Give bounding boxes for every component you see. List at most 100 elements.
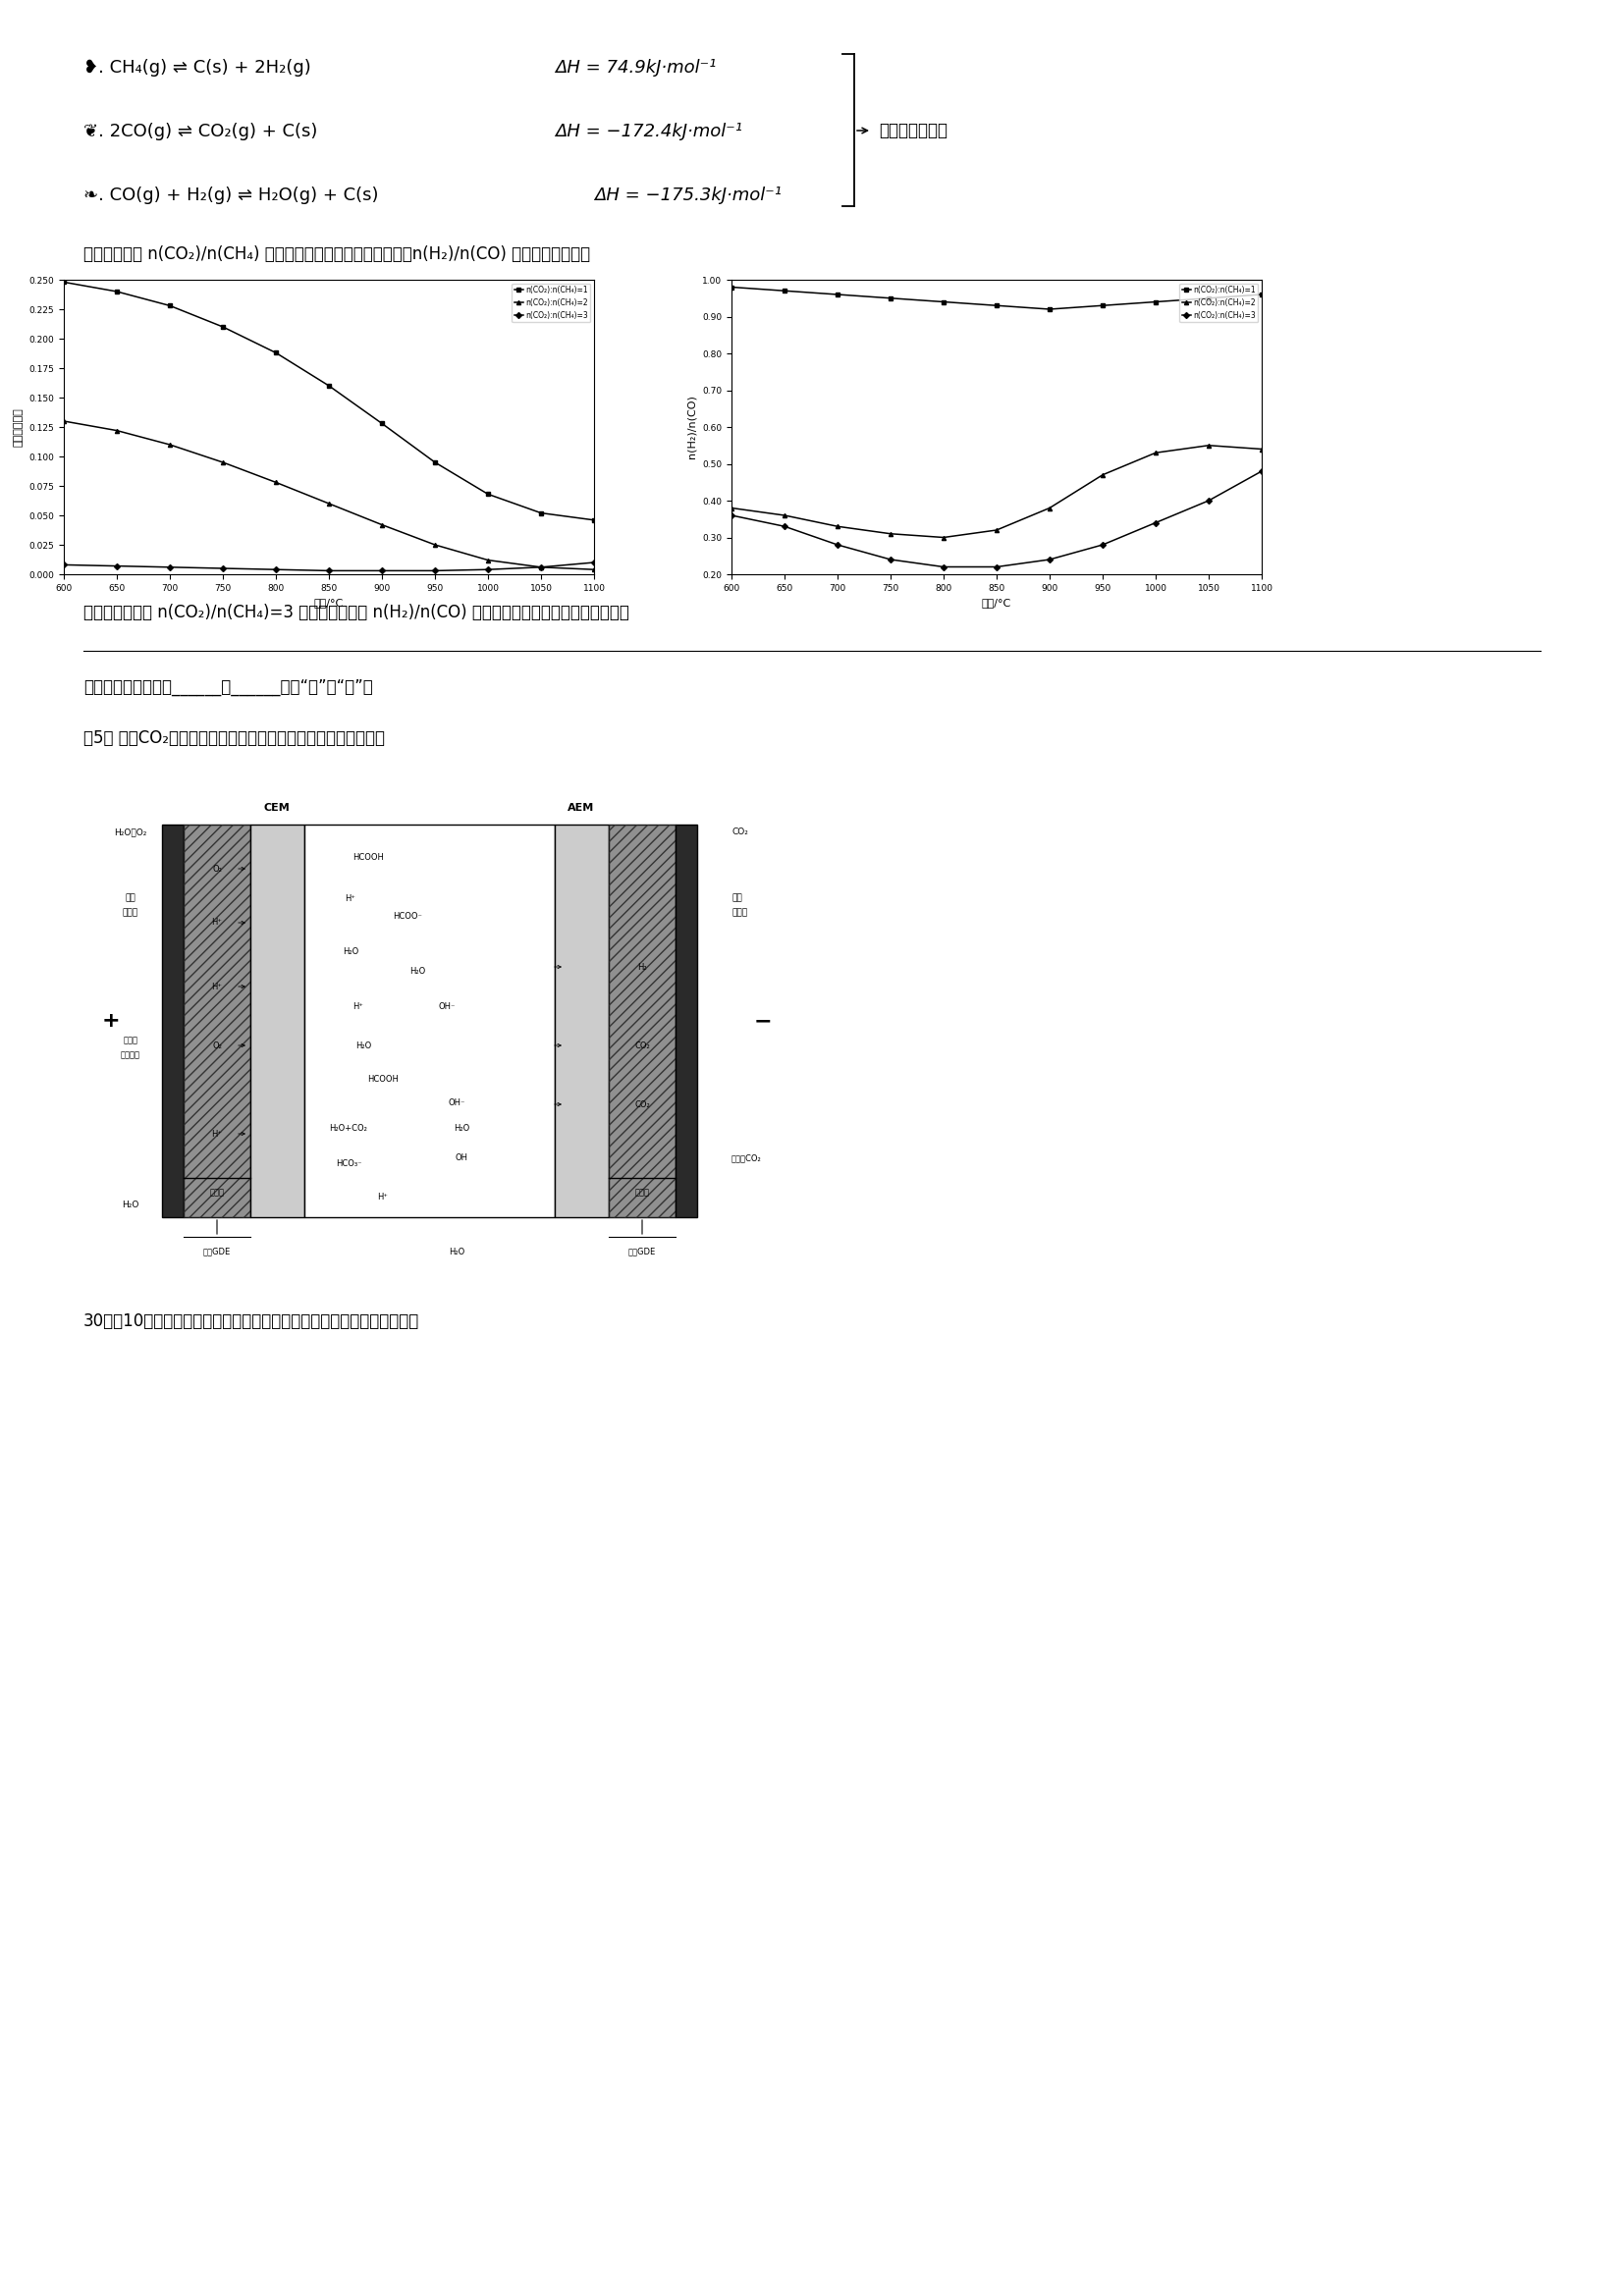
- Text: ❧. CO(g) + H₂(g) ⇌ H₂O(g) + C(s): ❧. CO(g) + H₂(g) ⇌ H₂O(g) + C(s): [83, 186, 378, 204]
- Text: 阳极: 阳极: [125, 893, 136, 902]
- Line: n(CO₂):n(CH₄)=1: n(CO₂):n(CH₄)=1: [729, 285, 1263, 312]
- Bar: [162, 824, 184, 1217]
- n(CO₂):n(CH₄)=2: [987, 517, 1007, 544]
- X-axis label: 温度/°C: 温度/°C: [313, 597, 344, 608]
- Text: 积炳和消炳反应: 积炳和消炳反应: [879, 122, 947, 140]
- n(CO₂):n(CH₄)=2: [828, 512, 848, 540]
- n(CO₂):n(CH₄)=1: [1199, 285, 1218, 312]
- Text: 交换介质: 交换介质: [120, 1052, 140, 1061]
- Bar: [184, 824, 250, 1217]
- Bar: [609, 824, 676, 1217]
- n(CO₂):n(CH₄)=3: [425, 558, 445, 585]
- Line: n(CO₂):n(CH₄)=3: n(CO₂):n(CH₄)=3: [62, 560, 596, 572]
- Bar: [609, 824, 676, 1217]
- n(CO₂):n(CH₄)=3: [107, 553, 127, 581]
- n(CO₂):n(CH₄)=1: [1039, 296, 1059, 324]
- Text: H₂O: H₂O: [122, 1201, 140, 1210]
- n(CO₂):n(CH₄)=1: [107, 278, 127, 305]
- n(CO₂):n(CH₄)=2: [477, 546, 497, 574]
- n(CO₂):n(CH₄)=2: [1199, 432, 1218, 459]
- Bar: [250, 824, 304, 1217]
- Text: OH: OH: [455, 1155, 468, 1162]
- Text: H₂: H₂: [637, 962, 646, 971]
- Text: （5） 一秎CO₂电还原装置如图所示：请写出阴极的电极反应式：: （5） 一秎CO₂电还原装置如图所示：请写出阴极的电极反应式：: [83, 730, 385, 746]
- Text: H⁺: H⁺: [211, 918, 222, 928]
- n(CO₂):n(CH₄)=3: [320, 558, 339, 585]
- n(CO₂):n(CH₄)=2: [1252, 436, 1272, 464]
- n(CO₂):n(CH₄)=2: [372, 512, 391, 540]
- n(CO₂):n(CH₄)=1: [477, 480, 497, 507]
- n(CO₂):n(CH₄)=1: [1147, 287, 1166, 315]
- n(CO₂):n(CH₄)=1: [531, 498, 551, 526]
- n(CO₂):n(CH₄)=2: [161, 432, 180, 459]
- n(CO₂):n(CH₄)=3: [266, 556, 286, 583]
- n(CO₂):n(CH₄)=1: [775, 278, 794, 305]
- n(CO₂):n(CH₄)=3: [828, 530, 848, 558]
- Text: OH⁻: OH⁻: [448, 1097, 464, 1107]
- Text: 如化层: 如化层: [209, 1189, 224, 1196]
- Text: ΔH = 74.9kJ·mol⁻¹: ΔH = 74.9kJ·mol⁻¹: [555, 60, 716, 76]
- n(CO₂):n(CH₄)=1: [1252, 280, 1272, 308]
- Text: CEM: CEM: [263, 804, 291, 813]
- Line: n(CO₂):n(CH₄)=2: n(CO₂):n(CH₄)=2: [62, 420, 596, 572]
- n(CO₂):n(CH₄)=1: [934, 287, 953, 315]
- n(CO₂):n(CH₄)=2: [880, 519, 900, 546]
- Bar: [184, 824, 250, 1217]
- n(CO₂):n(CH₄)=3: [585, 549, 604, 576]
- Text: H₂O: H₂O: [448, 1247, 464, 1256]
- Text: H⁺: H⁺: [346, 893, 356, 902]
- Text: 30．（10分）一种利用废铜屑制硫酸铜晶体的实验流程及主要装置如下：: 30．（10分）一种利用废铜屑制硫酸铜晶体的实验流程及主要装置如下：: [83, 1313, 419, 1329]
- n(CO₂):n(CH₄)=1: [721, 273, 741, 301]
- Line: n(CO₂):n(CH₄)=3: n(CO₂):n(CH₄)=3: [729, 468, 1263, 569]
- n(CO₂):n(CH₄)=3: [721, 501, 741, 528]
- n(CO₂):n(CH₄)=1: [880, 285, 900, 312]
- Text: ❥. CH₄(g) ⇌ C(s) + 2H₂(g): ❥. CH₄(g) ⇌ C(s) + 2H₂(g): [83, 60, 312, 76]
- n(CO₂):n(CH₄)=3: [775, 512, 794, 540]
- n(CO₂):n(CH₄)=3: [934, 553, 953, 581]
- Text: 石墨板: 石墨板: [123, 909, 138, 918]
- n(CO₂):n(CH₄)=2: [775, 501, 794, 528]
- Text: +: +: [102, 1010, 120, 1031]
- Text: 如化层: 如化层: [635, 1189, 650, 1196]
- Text: HCOO⁻: HCOO⁻: [393, 912, 422, 921]
- Text: −: −: [754, 1010, 771, 1031]
- Line: n(CO₂):n(CH₄)=2: n(CO₂):n(CH₄)=2: [729, 443, 1263, 540]
- n(CO₂):n(CH₄)=1: [372, 409, 391, 436]
- Text: H₂O: H₂O: [343, 948, 359, 957]
- n(CO₂):n(CH₄)=1: [425, 448, 445, 475]
- Text: H₂O和O₂: H₂O和O₂: [114, 829, 148, 836]
- Legend: n(CO₂):n(CH₄)=1, n(CO₂):n(CH₄)=2, n(CO₂):n(CH₄)=3: n(CO₂):n(CH₄)=1, n(CO₂):n(CH₄)=2, n(CO₂)…: [512, 282, 590, 321]
- Line: n(CO₂):n(CH₄)=1: n(CO₂):n(CH₄)=1: [62, 280, 596, 521]
- Text: O₂: O₂: [213, 863, 222, 872]
- Legend: n(CO₂):n(CH₄)=1, n(CO₂):n(CH₄)=2, n(CO₂):n(CH₄)=3: n(CO₂):n(CH₄)=1, n(CO₂):n(CH₄)=2, n(CO₂)…: [1179, 282, 1259, 321]
- Text: H₂O: H₂O: [356, 1040, 372, 1049]
- n(CO₂):n(CH₄)=1: [213, 312, 232, 340]
- n(CO₂):n(CH₄)=3: [372, 558, 391, 585]
- Bar: [676, 824, 697, 1217]
- n(CO₂):n(CH₄)=2: [425, 530, 445, 558]
- Text: H⁺: H⁺: [378, 1194, 388, 1203]
- n(CO₂):n(CH₄)=3: [987, 553, 1007, 581]
- Y-axis label: 甲烷质量分数: 甲烷质量分数: [13, 406, 23, 445]
- Text: H₂O: H₂O: [453, 1125, 469, 1134]
- Text: 阳极GDE: 阳极GDE: [203, 1247, 231, 1256]
- Text: 阴极GDE: 阴极GDE: [628, 1247, 656, 1256]
- Y-axis label: n(H₂)/n(CO): n(H₂)/n(CO): [687, 395, 697, 459]
- Bar: [304, 824, 555, 1217]
- Text: H⁺: H⁺: [352, 1001, 364, 1010]
- Text: AEM: AEM: [568, 804, 594, 813]
- n(CO₂):n(CH₄)=3: [1039, 546, 1059, 574]
- Text: 未反应CO₂: 未反应CO₂: [731, 1155, 762, 1162]
- Text: CO₂: CO₂: [731, 829, 749, 836]
- n(CO₂):n(CH₄)=2: [107, 418, 127, 445]
- Text: H₂O: H₂O: [409, 967, 425, 976]
- Text: 建议实际生产中选择______温______压（“高”或“低”）: 建议实际生产中选择______温______压（“高”或“低”）: [83, 677, 374, 696]
- n(CO₂):n(CH₄)=2: [585, 556, 604, 583]
- n(CO₂):n(CH₄)=3: [880, 546, 900, 574]
- n(CO₂):n(CH₄)=2: [213, 448, 232, 475]
- n(CO₂):n(CH₄)=2: [531, 553, 551, 581]
- X-axis label: 温度/°C: 温度/°C: [983, 597, 1012, 608]
- Text: ΔH = −175.3kJ·mol⁻¹: ΔH = −175.3kJ·mol⁻¹: [594, 186, 781, 204]
- Bar: [555, 824, 609, 1217]
- Text: H⁺: H⁺: [211, 1130, 222, 1139]
